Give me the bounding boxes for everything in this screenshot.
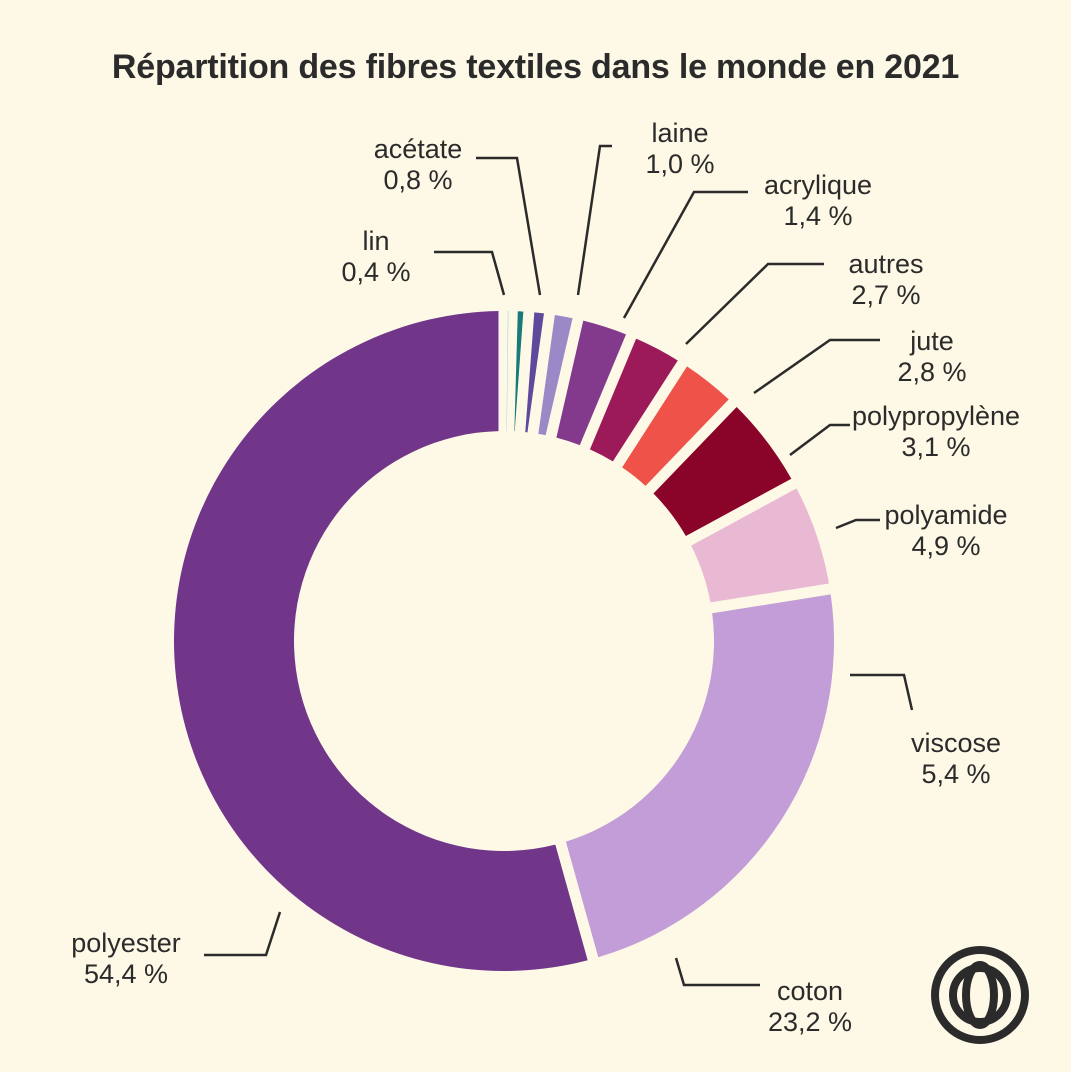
label-value-lin: 0,4 % <box>341 257 410 287</box>
leader-autres <box>685 262 824 345</box>
slice-viscose <box>691 488 829 603</box>
label-name-viscose: viscose <box>911 728 1001 758</box>
label-name-polyester: polyester <box>71 928 181 958</box>
leader-polyester <box>204 911 282 957</box>
label-name-laine: laine <box>651 118 708 148</box>
label-value-laine: 1,0 % <box>645 149 714 179</box>
label-value-acrylique: 1,4 % <box>783 201 852 231</box>
leader-coton <box>674 957 760 987</box>
label-name-autres: autres <box>848 249 923 279</box>
leader-lin <box>434 250 506 296</box>
label-value-viscose: 5,4 % <box>921 759 990 789</box>
slice-lin <box>506 311 509 432</box>
leader-acétate <box>476 156 542 296</box>
leader-acrylique <box>622 190 748 319</box>
label-value-coton: 23,2 % <box>768 1007 852 1037</box>
label-name-polypropylène: polypropylène <box>852 401 1020 431</box>
slice-polypropylène <box>622 366 729 486</box>
slice-polyester <box>174 311 588 971</box>
leader-laine <box>576 144 612 296</box>
leader-lines <box>204 144 914 987</box>
slice-acrylique <box>538 314 573 436</box>
label-value-polyester: 54,4 % <box>84 959 168 989</box>
slice-acétate <box>514 311 524 432</box>
slice-jute <box>589 338 678 462</box>
leader-viscose <box>850 673 914 711</box>
label-name-coton: coton <box>777 976 843 1006</box>
label-name-jute: jute <box>909 326 954 356</box>
label-value-jute: 2,8 % <box>897 357 966 387</box>
slice-laine <box>525 312 544 433</box>
leader-jute <box>753 338 880 395</box>
label-value-acétate: 0,8 % <box>383 165 452 195</box>
label-name-acétate: acétate <box>374 134 463 164</box>
chart-title: Répartition des fibres textiles dans le … <box>111 48 960 86</box>
leader-polypropylène <box>789 423 850 456</box>
label-value-polyamide: 4,9 % <box>911 531 980 561</box>
label-name-lin: lin <box>362 226 389 256</box>
donut-slices <box>174 311 834 971</box>
slice-coton <box>565 594 834 958</box>
label-name-polyamide: polyamide <box>884 500 1007 530</box>
slice-polyamide <box>653 406 792 536</box>
slice-autres <box>556 320 627 446</box>
label-value-polypropylène: 3,1 % <box>901 432 970 462</box>
logo-icon <box>931 946 1029 1044</box>
label-name-acrylique: acrylique <box>764 170 872 200</box>
leader-polyamide <box>835 518 880 530</box>
label-value-autres: 2,7 % <box>851 280 920 310</box>
